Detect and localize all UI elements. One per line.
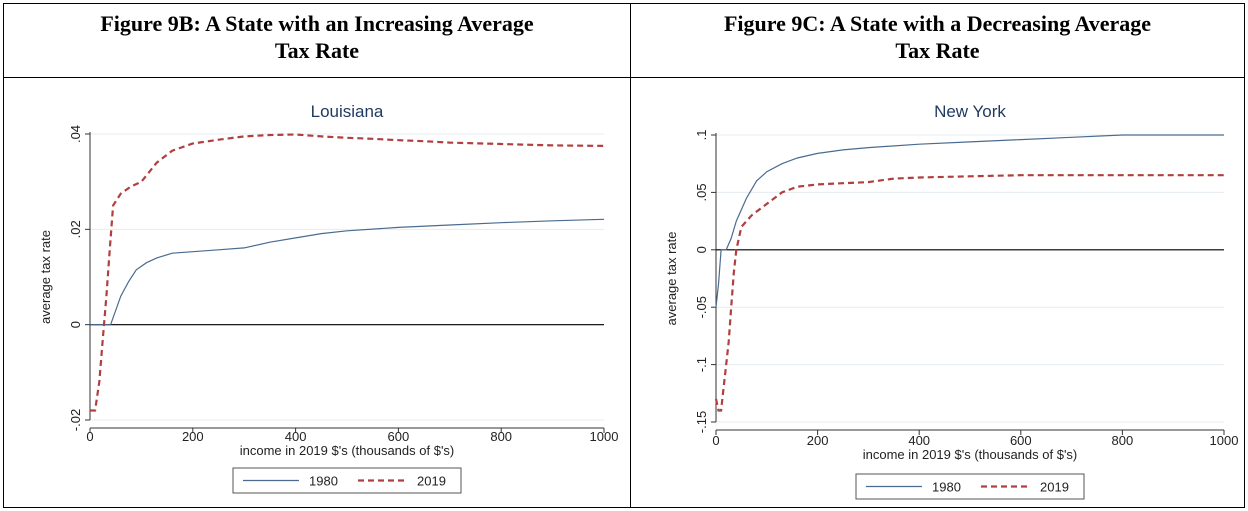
- x-tick-label: 200: [807, 433, 829, 448]
- x-axis-label: income in 2019 $'s (thousands of $'s): [240, 443, 455, 458]
- series-line-1980: [715, 134, 1224, 308]
- x-axis-label: income in 2019 $'s (thousands of $'s): [863, 447, 1078, 462]
- louisiana-chart: -.020.02.040 200 400 600 800 1000Louisianaave…: [38, 102, 619, 494]
- chart-title: New York: [934, 102, 1006, 121]
- x-tick-label: 1000: [1210, 433, 1239, 448]
- x-tick-label: 0: [86, 429, 93, 444]
- legend-label-2019: 2019: [1040, 480, 1069, 495]
- figure-9b-panel: Figure 9B: A State with an Increasing Av…: [4, 4, 631, 507]
- x-tick-label: 1000: [590, 429, 619, 444]
- new-york-chart: -.15 -.1 -.05 0 .05 .1 0 200 400 600 800 1000 New Yo…: [664, 102, 1239, 500]
- x-tick-label: 400: [285, 429, 307, 444]
- figure-table: Figure 9B: A State with an Increasing Av…: [3, 3, 1245, 508]
- series-line-2019: [714, 174, 1224, 412]
- figure-9b-header-line1: Figure 9B: A State with an Increasing Av…: [100, 11, 534, 36]
- series-line-2019: [90, 133, 605, 412]
- legend-label-2019: 2019: [417, 474, 446, 489]
- y-tick-label: .1: [694, 130, 709, 141]
- y-tick-label: -.1: [694, 357, 709, 372]
- chart-title: Louisiana: [311, 102, 384, 121]
- x-tick-label: 800: [490, 429, 512, 444]
- figure-9c-header-line1: Figure 9C: A State with a Decreasing Ave…: [723, 11, 1152, 36]
- y-axis-label: average tax rate: [38, 230, 53, 324]
- series-line-1980: [90, 218, 605, 326]
- x-tick-label: 400: [908, 433, 930, 448]
- y-tick-label: -.15: [694, 411, 709, 433]
- legend-label-1980: 1980: [309, 474, 338, 489]
- x-tick-label: 0: [712, 433, 719, 448]
- y-tick-label: 0: [694, 246, 709, 253]
- y-tick-label: .02: [68, 220, 83, 238]
- legend-label-1980: 1980: [932, 480, 961, 495]
- y-tick-label: .05: [694, 183, 709, 201]
- figure-9c-header: Figure 9C: A State with a Decreasing Ave…: [631, 4, 1244, 78]
- y-tick-label: -.05: [694, 296, 709, 318]
- x-tick-label: 200: [182, 429, 204, 444]
- figure-9b-header: Figure 9B: A State with an Increasing Av…: [4, 4, 630, 78]
- y-tick-label: -.02: [68, 409, 83, 431]
- x-tick-label: 600: [388, 429, 410, 444]
- x-tick-label: 800: [1112, 433, 1134, 448]
- x-tick-label: 600: [1010, 433, 1032, 448]
- y-tick-label: 0: [68, 321, 83, 328]
- figure-9c-header-line2: Tax Rate: [895, 38, 980, 63]
- y-axis-label: average tax rate: [664, 232, 679, 326]
- figure-9b-header-line2: Tax Rate: [274, 38, 360, 63]
- figure-9c-panel: Figure 9C: A State with a Decreasing Ave…: [631, 4, 1244, 507]
- y-tick-label: .04: [68, 125, 83, 143]
